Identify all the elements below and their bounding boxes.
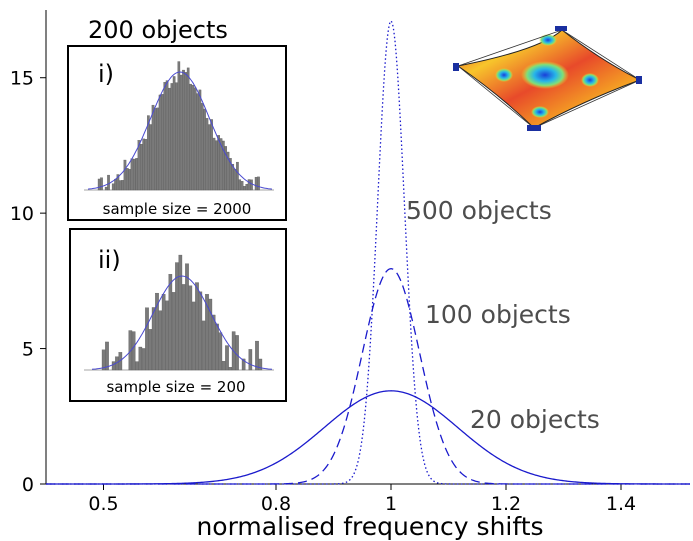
annotation-100-objects: 100 objects — [425, 300, 571, 329]
inset-1-bars — [97, 61, 260, 191]
insets-title: 200 objects — [88, 16, 228, 44]
series-line-solid — [46, 390, 690, 485]
x-tick-label: 1.2 — [491, 493, 521, 515]
x-ticks: 0.5 0.8 1 1.2 1.4 — [88, 484, 636, 515]
vibrating-plate-illustration — [453, 26, 642, 131]
y-tick-label: 0 — [22, 474, 34, 496]
x-tick-label: 1.4 — [606, 493, 636, 515]
inset-histogram-2: ii) sample size = 200 — [69, 228, 287, 402]
inset-1-caption: sample size = 2000 — [103, 200, 252, 218]
y-tick-label: 10 — [10, 203, 34, 225]
y-ticks: 0 5 10 15 — [10, 68, 46, 496]
inset-2-caption: sample size = 200 — [106, 378, 245, 396]
x-axis-label: normalised frequency shifts — [196, 512, 543, 541]
x-tick-label: 1 — [385, 493, 397, 515]
x-tick-label: 0.5 — [88, 493, 118, 515]
inset-histogram-1: i) sample size = 2000 — [67, 45, 287, 221]
annotation-500-objects: 500 objects — [406, 196, 552, 225]
y-tick-label: 15 — [10, 68, 34, 90]
x-tick-label: 0.8 — [261, 493, 291, 515]
series-group — [46, 19, 690, 485]
inset-1-fit-curve — [87, 71, 273, 190]
series-line-dashed — [46, 268, 690, 485]
inset-2-fit-curve — [91, 275, 273, 370]
inset-1-tag: i) — [98, 60, 114, 88]
y-tick-label: 5 — [22, 339, 34, 361]
annotation-20-objects: 20 objects — [470, 405, 600, 434]
series-line-dotted — [46, 19, 690, 485]
inset-2-tag: ii) — [98, 246, 121, 274]
